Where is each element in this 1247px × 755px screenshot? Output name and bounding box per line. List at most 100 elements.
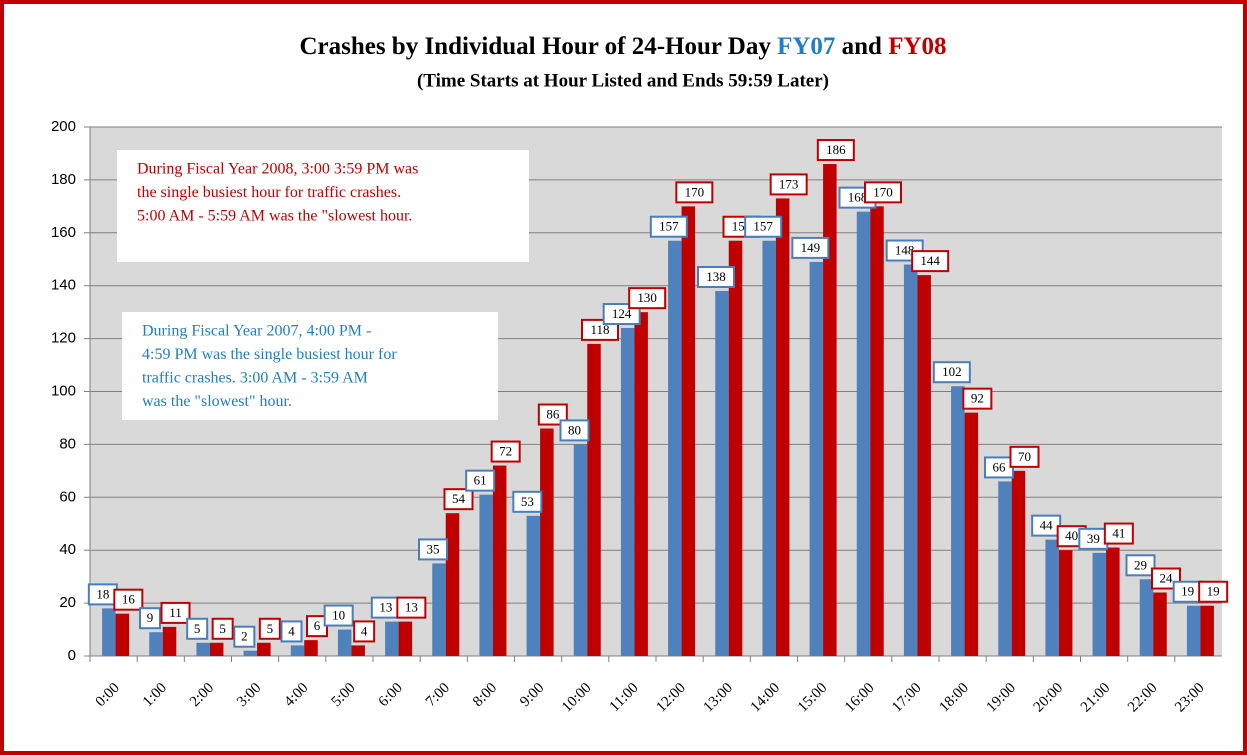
bar	[398, 621, 413, 656]
bar	[526, 515, 541, 656]
y-tick-label: 60	[59, 488, 76, 505]
value-label-box	[113, 588, 144, 611]
value-label-text: 13	[405, 600, 418, 615]
annotation-text: 5:00 AM - 5:59 AM was the "slowest hour.	[137, 208, 412, 225]
value-label: 130	[628, 287, 667, 310]
bar	[762, 240, 776, 657]
value-label-box	[911, 250, 950, 273]
value-label: 170	[675, 181, 714, 204]
title-and: and	[842, 33, 882, 60]
value-label-text: 61	[474, 473, 487, 488]
bar	[809, 261, 824, 656]
value-label-text: 44	[1040, 518, 1054, 533]
value-label-text: 54	[452, 491, 466, 506]
value-label: 19	[1198, 580, 1229, 603]
value-label: 4	[353, 620, 376, 643]
value-label-box	[418, 538, 448, 561]
bar	[115, 613, 130, 656]
value-label-text: 92	[971, 391, 984, 406]
value-label-text: 157	[659, 219, 679, 234]
bar	[257, 642, 271, 656]
bar	[917, 275, 931, 656]
value-label: 149	[791, 236, 830, 259]
bar	[823, 164, 837, 656]
value-label-text: 124	[612, 306, 632, 321]
value-label-text: 19	[1207, 584, 1220, 599]
value-label-text: 41	[1112, 526, 1125, 541]
y-tick-label: 100	[51, 382, 76, 399]
title-fy08: FY08	[888, 33, 946, 60]
value-label-text: 149	[801, 240, 821, 255]
bar	[715, 290, 729, 656]
bar	[1153, 592, 1167, 656]
bar	[149, 632, 163, 656]
value-label-text: 13	[379, 600, 392, 615]
value-label-box	[864, 181, 902, 204]
bar	[1186, 605, 1201, 656]
value-label: 41	[1103, 522, 1134, 545]
bar	[304, 640, 318, 656]
value-label-text: 9	[147, 610, 154, 625]
y-tick-label: 200	[51, 118, 76, 135]
bar	[243, 650, 258, 656]
value-label-text: 148	[895, 243, 915, 258]
bar	[634, 312, 648, 656]
value-label: 170	[864, 181, 902, 204]
value-label-box	[160, 601, 191, 624]
value-label: 5	[186, 617, 209, 640]
bar	[209, 642, 224, 656]
y-tick-label: 120	[51, 330, 76, 347]
bar	[162, 626, 177, 656]
bar	[573, 444, 588, 656]
bar	[1092, 552, 1107, 656]
bar	[445, 513, 460, 656]
value-label-box	[962, 387, 993, 410]
value-label-box	[186, 617, 209, 640]
bar	[668, 240, 682, 657]
value-label-text: 4	[288, 623, 295, 638]
value-label-box	[353, 620, 376, 643]
bar	[492, 465, 507, 656]
annotation-text: During Fiscal Year 2007, 4:00 PM -	[142, 323, 371, 340]
value-label-text: 40	[1065, 528, 1078, 543]
value-label-text: 19	[1181, 584, 1194, 599]
value-label-box	[233, 625, 256, 648]
y-tick-label: 20	[59, 594, 76, 611]
bar	[337, 629, 352, 656]
bar	[196, 642, 210, 656]
value-label-box	[465, 469, 496, 492]
value-label: 157	[744, 215, 783, 238]
value-label-box	[1125, 554, 1156, 577]
title-fy07: FY07	[777, 33, 835, 60]
bar	[1200, 605, 1214, 656]
y-tick-label: 40	[59, 541, 76, 558]
value-label-text: 138	[706, 269, 726, 284]
value-label: 72	[490, 440, 521, 463]
value-label: 173	[769, 173, 808, 196]
value-label: 9	[139, 607, 161, 630]
annotation-text: the single busiest hour for traffic cras…	[137, 184, 401, 201]
value-label-box	[490, 440, 521, 463]
value-label-text: 118	[590, 322, 609, 337]
value-label-box	[816, 139, 855, 162]
value-label-text: 170	[873, 184, 893, 199]
value-label-box	[769, 173, 808, 196]
value-label-text: 66	[993, 459, 1007, 474]
value-label: 2	[233, 625, 256, 648]
value-label-text: 170	[685, 184, 705, 199]
value-label: 13	[396, 596, 427, 619]
value-label-box	[791, 236, 830, 259]
value-label-text: 39	[1087, 531, 1100, 546]
annotation-box	[117, 150, 529, 262]
value-label-box	[932, 361, 971, 384]
value-label: 44	[1031, 514, 1062, 537]
value-label-box	[211, 617, 234, 640]
value-label-text: 2	[241, 629, 248, 644]
value-label: 35	[418, 538, 448, 561]
value-label-text: 80	[568, 422, 581, 437]
value-label-text: 86	[546, 407, 560, 422]
annotation-text: was the "slowest" hour.	[142, 393, 292, 410]
value-label-box	[628, 287, 667, 310]
bar	[1139, 579, 1154, 656]
